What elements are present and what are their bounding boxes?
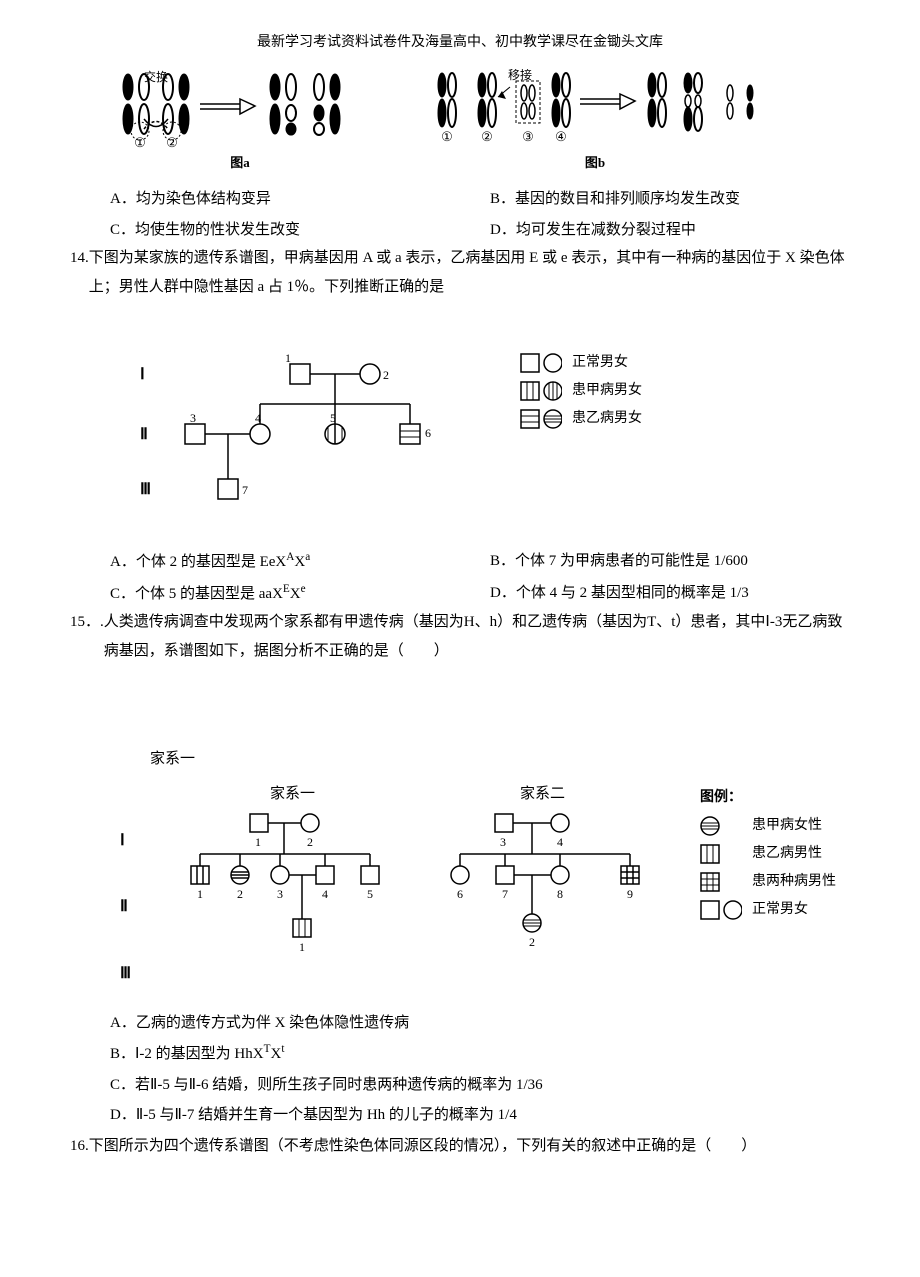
svg-text:6: 6 <box>425 426 431 440</box>
q16-stem: 下图所示为四个遗传系谱图（不考虑性染色体同源区段的情况），下列有关的叙述中正确的… <box>89 1132 850 1161</box>
q15-fam1-svg: 家系一 1 2 1 2 3 4 5 1 <box>180 784 400 974</box>
figB-n4: ④ <box>555 129 567 144</box>
q15-choices: A．乙病的遗传方式为伴 X 染色体隐性遗传病 B．Ⅰ-2 的基因型为 HhXTX… <box>110 1009 850 1130</box>
svg-text:2: 2 <box>237 887 243 901</box>
svg-text:1: 1 <box>197 887 203 901</box>
svg-text:5: 5 <box>367 887 373 901</box>
q13-C: C．均使生物的性状发生改变 <box>110 216 470 245</box>
svg-text:6: 6 <box>457 887 463 901</box>
figB-n3: ③ <box>522 129 534 144</box>
svg-text:4: 4 <box>255 411 261 425</box>
legend-normal-mw-label: 正常男女 <box>752 896 808 924</box>
q15-legend-title: 图例： <box>700 784 836 812</box>
q14-D: D．个体 4 与 2 基因型相同的概率是 1/3 <box>490 579 850 609</box>
figure-b: 移接 <box>430 69 760 176</box>
q14-legend: 正常男女 患甲病男女 患乙病男女 <box>520 349 642 433</box>
svg-text:3: 3 <box>277 887 283 901</box>
svg-text:3: 3 <box>190 411 196 425</box>
q13-A: A．均为染色体结构变异 <box>110 185 470 214</box>
q15-A: A．乙病的遗传方式为伴 X 染色体隐性遗传病 <box>110 1009 850 1038</box>
svg-text:8: 8 <box>557 887 563 901</box>
gen-III: Ⅲ <box>140 481 151 498</box>
svg-text:4: 4 <box>557 835 563 849</box>
svg-text:2: 2 <box>383 368 389 382</box>
gen-I: Ⅰ <box>140 366 145 383</box>
q14-num: 14. <box>70 244 89 301</box>
q16-num: 16. <box>70 1132 89 1161</box>
q14-B: B．个体 7 为甲病患者的可能性是 1/600 <box>490 547 850 577</box>
q15-gen-II: Ⅱ <box>120 892 140 922</box>
q15-fam1-label: 家系一 <box>150 745 195 774</box>
legend-yi-label: 患乙病男女 <box>572 405 642 433</box>
q15-legend: 图例： 患甲病女性 患乙病男性 患两种病男性 正常男女 <box>700 784 836 924</box>
q15-fam2-svg: 家系二 3 4 6 7 8 9 2 <box>440 784 660 974</box>
gen-II: Ⅱ <box>140 426 148 443</box>
figB-n2: ② <box>481 129 493 144</box>
legend-jia-f-icon <box>700 816 742 836</box>
figB-move-label: 移接 <box>508 69 532 82</box>
q16: 16. 下图所示为四个遗传系谱图（不考虑性染色体同源区段的情况），下列有关的叙述… <box>70 1132 850 1161</box>
q15-B: B．Ⅰ-2 的基因型为 HhXTXt <box>110 1039 850 1069</box>
q13-B: B．基因的数目和排列顺序均发生改变 <box>490 185 850 214</box>
svg-text:家系二: 家系二 <box>520 785 565 802</box>
q15-num: 15．. <box>70 608 104 665</box>
svg-text:家系一: 家系一 <box>270 785 315 802</box>
q15-C: C．若Ⅱ-5 与Ⅱ-6 结婚，则所生孩子同时患两种遗传病的概率为 1/36 <box>110 1071 850 1100</box>
q14-pedigree: Ⅰ Ⅱ Ⅲ 1 2 3 4 5 6 <box>130 349 850 509</box>
figA-n2: ② <box>166 135 178 149</box>
q13-choices: A．均为染色体结构变异 B．基因的数目和排列顺序均发生改变 C．均使生物的性状发… <box>110 185 850 244</box>
q15-stem: 人类遗传病调查中发现两个家系都有甲遗传病（基因为H、h）和乙遗传病（基因为T、t… <box>104 608 850 665</box>
svg-text:1: 1 <box>255 835 261 849</box>
q13-figures: 交换 ① ② <box>110 69 850 176</box>
svg-text:4: 4 <box>322 887 328 901</box>
legend-yi-icon <box>520 409 562 429</box>
legend-both-m-icon <box>700 872 742 892</box>
figA-n1: ① <box>134 135 146 149</box>
legend-normal-icon <box>520 353 562 373</box>
figB-caption: 图b <box>430 151 760 176</box>
q15-gen-III: Ⅲ <box>120 959 140 989</box>
q15-D: D．Ⅱ-5 与Ⅱ-7 结婚并生育一个基因型为 Hh 的儿子的概率为 1/4 <box>110 1101 850 1130</box>
figA-swap-label: 交换 <box>144 69 168 84</box>
q15-figure-row: Ⅰ Ⅱ Ⅲ 家系一 1 2 1 2 3 4 5 <box>120 784 850 989</box>
page-header: 最新学习考试资料试卷件及海量高中、初中教学课尽在金锄头文库 <box>70 30 850 57</box>
legend-jia-f-label: 患甲病女性 <box>752 812 822 840</box>
svg-text:7: 7 <box>242 483 248 497</box>
svg-text:7: 7 <box>502 887 508 901</box>
q14-choices: A．个体 2 的基因型是 EeXAXa B．个体 7 为甲病患者的可能性是 1/… <box>110 547 850 608</box>
q15-gen-I: Ⅰ <box>120 826 140 856</box>
legend-jia-label: 患甲病男女 <box>572 377 642 405</box>
q13-D: D．均可发生在减数分裂过程中 <box>490 216 850 245</box>
figure-a: 交换 ① ② <box>110 69 370 176</box>
figB-n1: ① <box>441 129 453 144</box>
q14-A: A．个体 2 的基因型是 EeXAXa <box>110 547 470 577</box>
svg-text:3: 3 <box>500 835 506 849</box>
svg-text:9: 9 <box>627 887 633 901</box>
svg-text:1: 1 <box>299 940 305 954</box>
svg-text:2: 2 <box>529 935 535 949</box>
legend-both-m-label: 患两种病男性 <box>752 868 836 896</box>
svg-text:2: 2 <box>307 835 313 849</box>
svg-text:5: 5 <box>330 411 336 425</box>
q15: 15．. 人类遗传病调查中发现两个家系都有甲遗传病（基因为H、h）和乙遗传病（基… <box>70 608 850 665</box>
q14: 14. 下图为某家族的遗传系谱图，甲病基因用 A 或 a 表示，乙病基因用 E … <box>70 244 850 301</box>
legend-yi-m-icon <box>700 844 742 864</box>
legend-jia-icon <box>520 381 562 401</box>
figA-caption: 图a <box>110 151 370 176</box>
q14-stem: 下图为某家族的遗传系谱图，甲病基因用 A 或 a 表示，乙病基因用 E 或 e … <box>89 244 850 301</box>
q14-C: C．个体 5 的基因型是 aaXEXe <box>110 579 470 609</box>
legend-yi-m-label: 患乙病男性 <box>752 840 822 868</box>
q15-pedigrees: 家系一 <box>150 745 850 774</box>
legend-normal-mw-icon <box>700 900 742 920</box>
svg-text:1: 1 <box>285 351 291 365</box>
legend-normal-label: 正常男女 <box>572 349 628 377</box>
